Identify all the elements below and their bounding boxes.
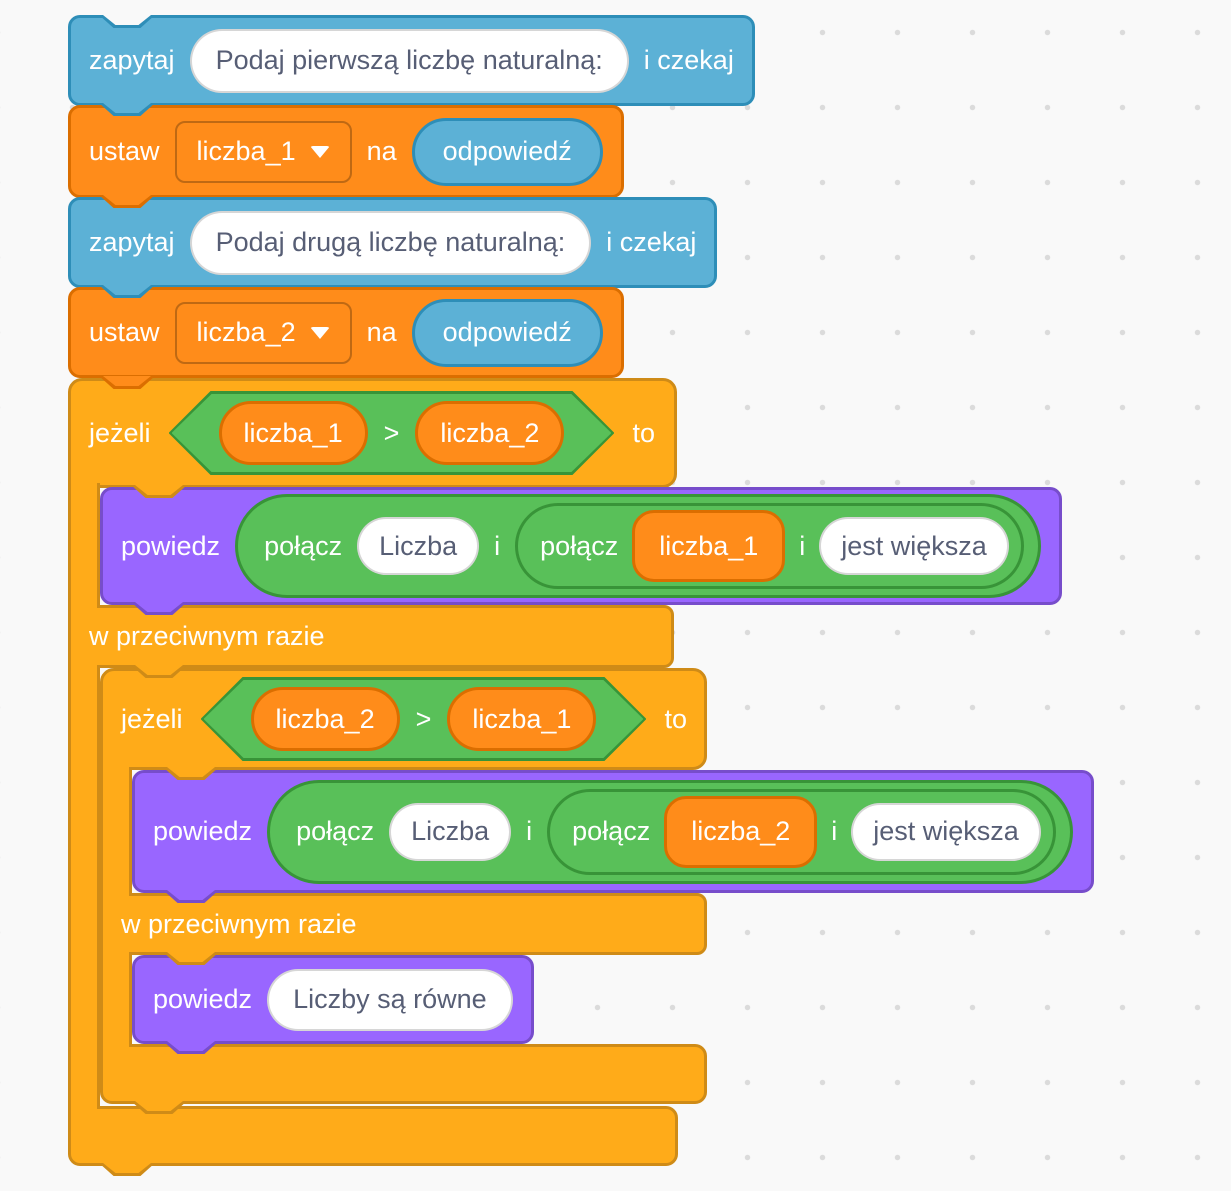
join-text-input[interactable]: jest większa [819,517,1009,575]
operator-symbol: > [383,417,400,448]
notch-top [99,15,155,28]
ask-question-input[interactable]: Podaj pierwszą liczbę naturalną: [189,28,629,93]
join-connector-label: i [494,530,501,561]
variable-reporter-liczba-1[interactable]: liczba_1 [447,687,596,751]
ask-question-input[interactable]: Podaj drugą liczbę naturalną: [189,210,592,275]
and-wait-label: i czekaj [643,45,734,75]
join-text-input[interactable]: Liczba [389,802,512,861]
variable-reporter-liczba-2[interactable]: liczba_2 [251,687,400,751]
join-operator-outer[interactable]: połącz Liczba i połącz liczba_2 i jest w… [267,779,1073,884]
variable-dropdown-liczba-2[interactable]: liczba_2 [174,301,352,364]
ask-and-wait-block-2[interactable]: zapytaj Podaj drugą liczbę naturalną: i … [68,197,718,288]
say-label: powiedz [153,984,253,1014]
if-else-block-outer-arm-if[interactable] [68,483,100,608]
join-operator-inner[interactable]: połącz liczba_2 i jest większa [547,788,1056,875]
notch-bump [163,1041,219,1054]
and-wait-label: i czekaj [606,227,697,257]
join-connector-label: i [831,816,838,846]
if-label: jeżeli [89,417,151,448]
set-label: ustaw [89,136,160,166]
if-label: jeżeli [121,703,183,734]
variable-dropdown-liczba-1[interactable]: liczba_1 [174,120,352,183]
set-variable-block-1[interactable]: ustaw liczba_1 na odpowiedź [68,105,624,198]
notch-bump [163,767,219,780]
notch-bump [131,1101,187,1114]
say-label: powiedz [153,816,253,846]
join-label: połącz [572,816,651,846]
if-else-block-inner-arm-if[interactable] [100,767,132,896]
if-else-block-inner-close-bar[interactable] [100,1044,707,1104]
to-label: na [366,317,397,347]
ask-label: zapytaj [89,227,175,257]
if-else-block-outer-else-bar[interactable]: w przeciwnym razie [68,605,674,668]
else-label: w przeciwnym razie [89,621,325,651]
greater-than-boolean-outer[interactable]: liczba_1 > liczba_2 [169,391,615,475]
join-label: połącz [296,816,375,846]
if-else-block-outer-header[interactable]: jeżeli liczba_1 > liczba_2 to [68,378,677,488]
notch-bump [131,602,187,615]
answer-reporter[interactable]: odpowiedź [411,298,603,367]
variable-reporter-liczba-1[interactable]: liczba_1 [632,510,786,582]
join-label: połącz [540,530,619,561]
if-else-block-inner-else-bar[interactable]: w przeciwnym razie [100,893,707,955]
ask-label: zapytaj [89,45,175,75]
dropdown-value: liczba_1 [196,136,296,166]
variable-reporter-liczba-2[interactable]: liczba_2 [415,401,564,465]
ask-and-wait-block-1[interactable]: zapytaj Podaj pierwszą liczbę naturalną:… [68,15,755,106]
notch-bump [99,1163,155,1176]
join-text-input[interactable]: Liczba [357,517,480,575]
say-message-input[interactable]: Liczby są równe [267,968,513,1031]
notch-bump [99,376,155,389]
notch-bump [131,665,187,678]
notch-bump [99,195,155,208]
variable-reporter-liczba-2[interactable]: liczba_2 [664,795,818,868]
dropdown-arrow-icon [309,145,330,158]
dropdown-value: liczba_2 [196,317,296,347]
set-variable-block-2[interactable]: ustaw liczba_2 na odpowiedź [68,287,624,378]
join-connector-label: i [799,530,806,561]
notch-bump [99,103,155,116]
then-label: to [664,703,687,734]
dropdown-arrow-icon [309,326,330,339]
set-label: ustaw [89,317,160,347]
if-else-block-inner-arm-else[interactable] [100,952,132,1047]
say-block-1[interactable]: powiedz połącz Liczba i połącz liczba_1 … [100,487,1062,605]
greater-than-boolean-inner[interactable]: liczba_2 > liczba_1 [201,677,647,761]
notch-bump [163,890,219,903]
to-label: na [366,136,397,166]
notch-bump [131,485,187,498]
if-else-block-inner-header[interactable]: jeżeli liczba_2 > liczba_1 to [100,668,707,770]
say-block-3[interactable]: powiedz Liczby są równe [132,955,534,1044]
join-operator-inner[interactable]: połącz liczba_1 i jest większa [515,503,1024,589]
join-connector-label: i [526,816,533,846]
join-label: połącz [264,530,343,561]
say-block-2[interactable]: powiedz połącz Liczba i połącz liczba_2 … [132,770,1094,893]
notch-bump [99,285,155,298]
if-else-block-outer-close-bar[interactable] [68,1106,678,1166]
else-label: w przeciwnym razie [121,908,357,939]
join-operator-outer[interactable]: połącz Liczba i połącz liczba_1 i jest w… [235,494,1041,598]
if-else-block-outer-arm-else[interactable] [68,665,100,1109]
variable-reporter-liczba-1[interactable]: liczba_1 [219,401,368,465]
join-text-input[interactable]: jest większa [851,802,1041,861]
answer-reporter[interactable]: odpowiedź [411,117,603,186]
then-label: to [632,417,655,448]
operator-symbol: > [415,703,432,734]
notch-bump [163,952,219,965]
say-label: powiedz [121,530,221,561]
